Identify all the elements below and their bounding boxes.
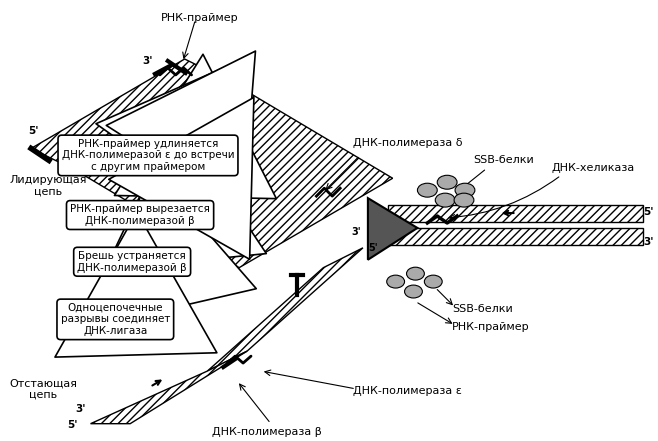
Polygon shape — [368, 198, 417, 260]
Ellipse shape — [438, 175, 457, 189]
Ellipse shape — [407, 267, 424, 280]
Ellipse shape — [455, 183, 475, 197]
Text: 5': 5' — [68, 420, 78, 430]
Text: РНК-праймер: РНК-праймер — [452, 322, 530, 333]
Ellipse shape — [424, 275, 442, 288]
Text: SSB-белки: SSB-белки — [473, 155, 534, 165]
Text: ДНК-полимераза ε: ДНК-полимераза ε — [353, 386, 462, 396]
Ellipse shape — [417, 183, 438, 197]
Text: ДНК-хеликаза: ДНК-хеликаза — [551, 163, 634, 173]
Text: 3': 3' — [351, 227, 361, 237]
Ellipse shape — [435, 193, 455, 207]
Text: 5': 5' — [644, 207, 654, 217]
Polygon shape — [91, 351, 247, 424]
Polygon shape — [31, 59, 229, 170]
Text: Брешь устраняется
ДНК-полимеразой β: Брешь устраняется ДНК-полимеразой β — [78, 251, 187, 273]
Ellipse shape — [454, 193, 474, 207]
Text: Отстающая
цепь: Отстающая цепь — [9, 378, 77, 400]
Polygon shape — [388, 228, 644, 245]
Text: Лидирующая
цепь: Лидирующая цепь — [9, 175, 87, 197]
Ellipse shape — [387, 275, 405, 288]
Text: РНК-праймер удлиняется
ДНК-полимеразой ε до встречи
с другим праймером: РНК-праймер удлиняется ДНК-полимеразой ε… — [62, 139, 234, 172]
Text: 3': 3' — [644, 237, 654, 247]
Text: ДНК-полимераза β: ДНК-полимераза β — [212, 427, 322, 437]
Text: SSB-белки: SSB-белки — [452, 304, 513, 314]
Polygon shape — [207, 248, 363, 371]
Text: ДНК-полимераза δ: ДНК-полимераза δ — [353, 138, 463, 149]
Polygon shape — [76, 81, 393, 268]
Text: РНК-праймер: РНК-праймер — [161, 13, 238, 23]
Text: 5': 5' — [368, 243, 378, 253]
Text: 5': 5' — [28, 126, 38, 135]
Ellipse shape — [405, 285, 422, 298]
Text: РНК-праймер вырезается
ДНК-полимеразой β: РНК-праймер вырезается ДНК-полимеразой β — [70, 204, 210, 226]
Text: 3': 3' — [143, 56, 153, 66]
Polygon shape — [388, 205, 644, 222]
Text: 3': 3' — [76, 404, 86, 414]
Text: Одноцепочечные
разрывы соединяет
ДНК-лигаза: Одноцепочечные разрывы соединяет ДНК-лиг… — [61, 303, 170, 336]
